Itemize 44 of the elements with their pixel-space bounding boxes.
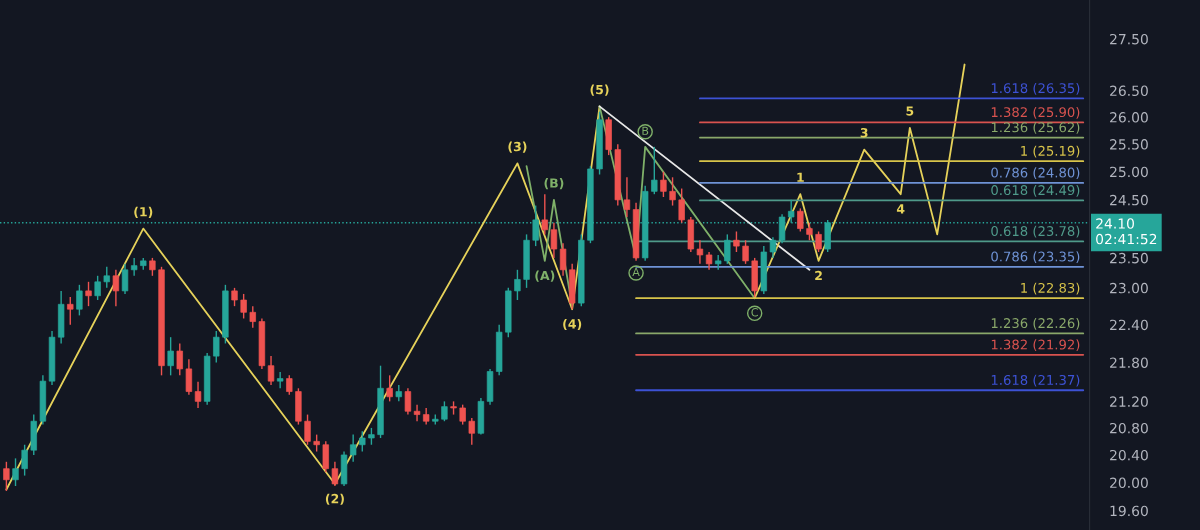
annotation: B bbox=[642, 126, 649, 135]
annotation: 5 bbox=[906, 106, 914, 116]
y-tick-label: 26.00 bbox=[1110, 112, 1148, 123]
annotation: (5) bbox=[590, 84, 609, 96]
annotation: 2 bbox=[815, 270, 822, 281]
y-tick-label: 24.50 bbox=[1110, 194, 1148, 206]
y-tick-label: 20.80 bbox=[1110, 422, 1148, 434]
series-label: 1.618 (21.37) bbox=[991, 374, 1080, 387]
series-label: 1.236 (22.26) bbox=[991, 317, 1080, 330]
annotation: C bbox=[751, 308, 758, 317]
series-label: 0.786 (24.80) bbox=[991, 167, 1080, 180]
y-tick-label: 23.00 bbox=[1110, 282, 1148, 294]
series-label: 0.618 (24.49) bbox=[991, 184, 1080, 197]
series-label: 1.382 (25.90) bbox=[991, 106, 1080, 119]
y-tick-label: 23.50 bbox=[1110, 252, 1148, 264]
y-tick-label: 25.50 bbox=[1110, 139, 1148, 150]
y-tick-label: 27.50 bbox=[1110, 33, 1148, 45]
y-tick-label: 19.60 bbox=[1110, 505, 1148, 517]
annotation: 1 bbox=[797, 172, 804, 182]
series-label: 0.618 (23.78) bbox=[991, 225, 1080, 238]
y-tick-label: 21.80 bbox=[1110, 357, 1148, 368]
y-tick-label: 21.20 bbox=[1110, 396, 1148, 407]
series-label: 1.236 (25.62) bbox=[991, 122, 1080, 134]
ref-line-label: 24.10 bbox=[1096, 218, 1134, 229]
annotation: (B) bbox=[544, 178, 564, 190]
series-label: 1 (22.83) bbox=[1021, 282, 1080, 295]
y-tick-label: 26.50 bbox=[1110, 85, 1148, 97]
annotation: (1) bbox=[134, 206, 153, 218]
annotation: 4 bbox=[896, 204, 905, 214]
text: 02:41:52 bbox=[1096, 233, 1157, 245]
annotation: (3) bbox=[508, 141, 527, 153]
y-tick-label: 22.40 bbox=[1110, 319, 1148, 331]
annotation: (4) bbox=[563, 318, 582, 331]
series-label: 1.382 (21.92) bbox=[991, 339, 1080, 352]
y-tick-label: 20.00 bbox=[1110, 477, 1148, 489]
annotation: (A) bbox=[535, 270, 555, 282]
y-tick-label: 25.00 bbox=[1110, 166, 1148, 178]
series-label: 1 (25.19) bbox=[1021, 145, 1080, 158]
series-label: 0.786 (23.35) bbox=[991, 251, 1080, 264]
annotation: A bbox=[632, 267, 640, 277]
annotation: 3 bbox=[860, 128, 868, 138]
series-label: 1.618 (26.35) bbox=[991, 82, 1080, 95]
annotation: (2) bbox=[325, 493, 344, 505]
y-tick-label: 20.40 bbox=[1110, 449, 1148, 461]
